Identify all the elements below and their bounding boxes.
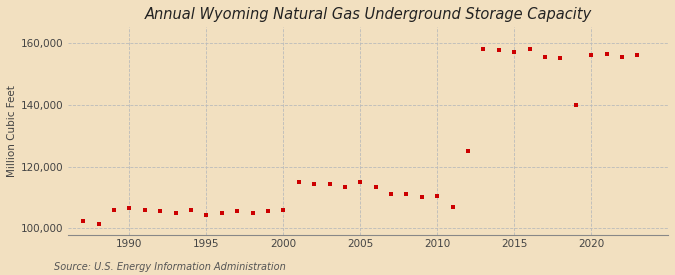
Title: Annual Wyoming Natural Gas Underground Storage Capacity: Annual Wyoming Natural Gas Underground S… [144, 7, 591, 22]
Y-axis label: Million Cubic Feet: Million Cubic Feet [7, 85, 17, 177]
Text: Source: U.S. Energy Information Administration: Source: U.S. Energy Information Administ… [54, 262, 286, 272]
